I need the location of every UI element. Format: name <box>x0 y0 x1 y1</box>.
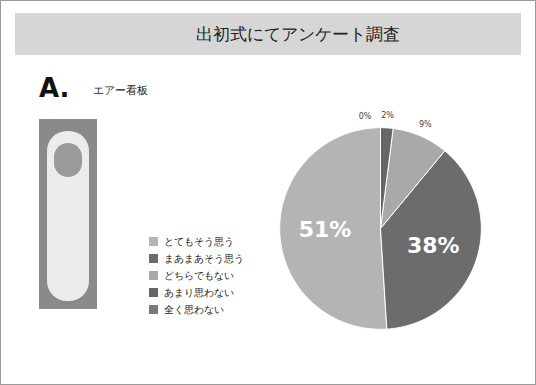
svg-text:9%: 9% <box>419 120 432 129</box>
svg-text:51%: 51% <box>299 217 352 242</box>
svg-text:2%: 2% <box>381 111 394 120</box>
html-text:とてもそう思う: とてもそう思う <box>164 235 234 247</box>
html-text:全く思わない: 全く思わない <box>164 303 224 315</box>
svg-text:38%: 38% <box>407 233 460 258</box>
html-text:まあまあそう思う: まあまあそう思う <box>164 252 244 264</box>
html-text:出初式にてアンケート調査: 出初式にてアンケート調査 <box>196 24 400 44</box>
html-text:エアー看板: エアー看板 <box>93 84 148 97</box>
html-text:あまり思わない: あまり思わない <box>164 286 234 298</box>
html-text:A.: A. <box>39 73 70 103</box>
html-text:どちらでもない: どちらでもない <box>164 269 234 281</box>
svg-text:0%: 0% <box>359 112 372 121</box>
